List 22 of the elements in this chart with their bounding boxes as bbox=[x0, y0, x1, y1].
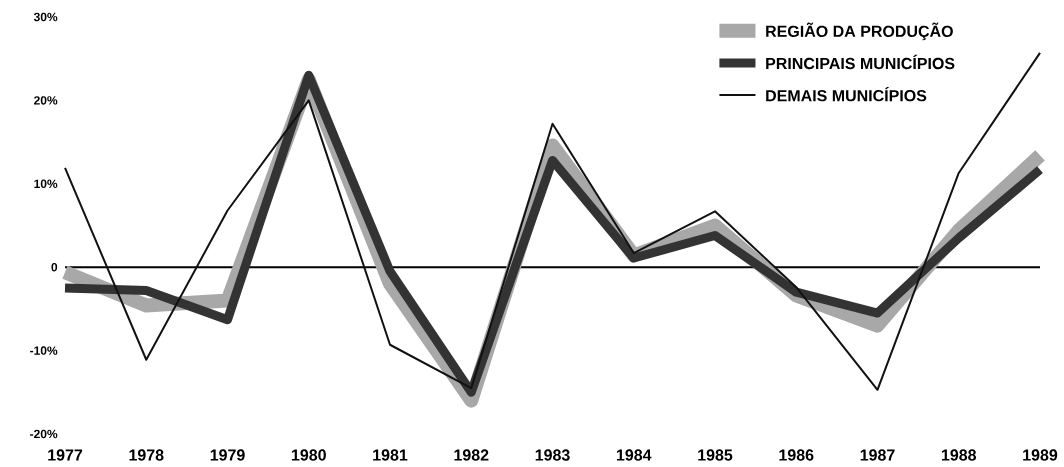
legend-label: REGIÃO DA PRODUÇÃO bbox=[766, 22, 953, 41]
x-tick-label: 1984 bbox=[616, 449, 652, 461]
x-tick-label: 1986 bbox=[779, 449, 814, 461]
y-tick-label: -20% bbox=[30, 429, 58, 439]
x-tick-label: 1982 bbox=[454, 449, 489, 461]
y-tick-label: -10% bbox=[30, 346, 58, 355]
x-tick-label: 1981 bbox=[373, 449, 408, 461]
x-tick-label: 1983 bbox=[535, 449, 570, 461]
x-tick-label: 1979 bbox=[210, 449, 245, 461]
x-tick-label: 1988 bbox=[941, 449, 977, 461]
x-tick-label: 1980 bbox=[291, 449, 326, 461]
x-tick-label: 1987 bbox=[860, 449, 895, 461]
y-tick-label: 30% bbox=[33, 12, 58, 22]
x-tick-label: 1989 bbox=[1023, 449, 1058, 461]
y-tick-label: 20% bbox=[34, 96, 58, 105]
y-tick-label: 0 bbox=[51, 262, 58, 272]
y-tick-label: 10% bbox=[34, 179, 58, 189]
legend-label: DEMAIS MUNICÍPIOS bbox=[766, 87, 927, 102]
legend-label: PRINCIPAIS MUNICÍPIOS bbox=[766, 54, 955, 70]
x-tick-label: 1977 bbox=[48, 449, 83, 461]
x-tick-label: 1978 bbox=[129, 449, 164, 461]
x-tick-label: 1985 bbox=[698, 449, 733, 461]
